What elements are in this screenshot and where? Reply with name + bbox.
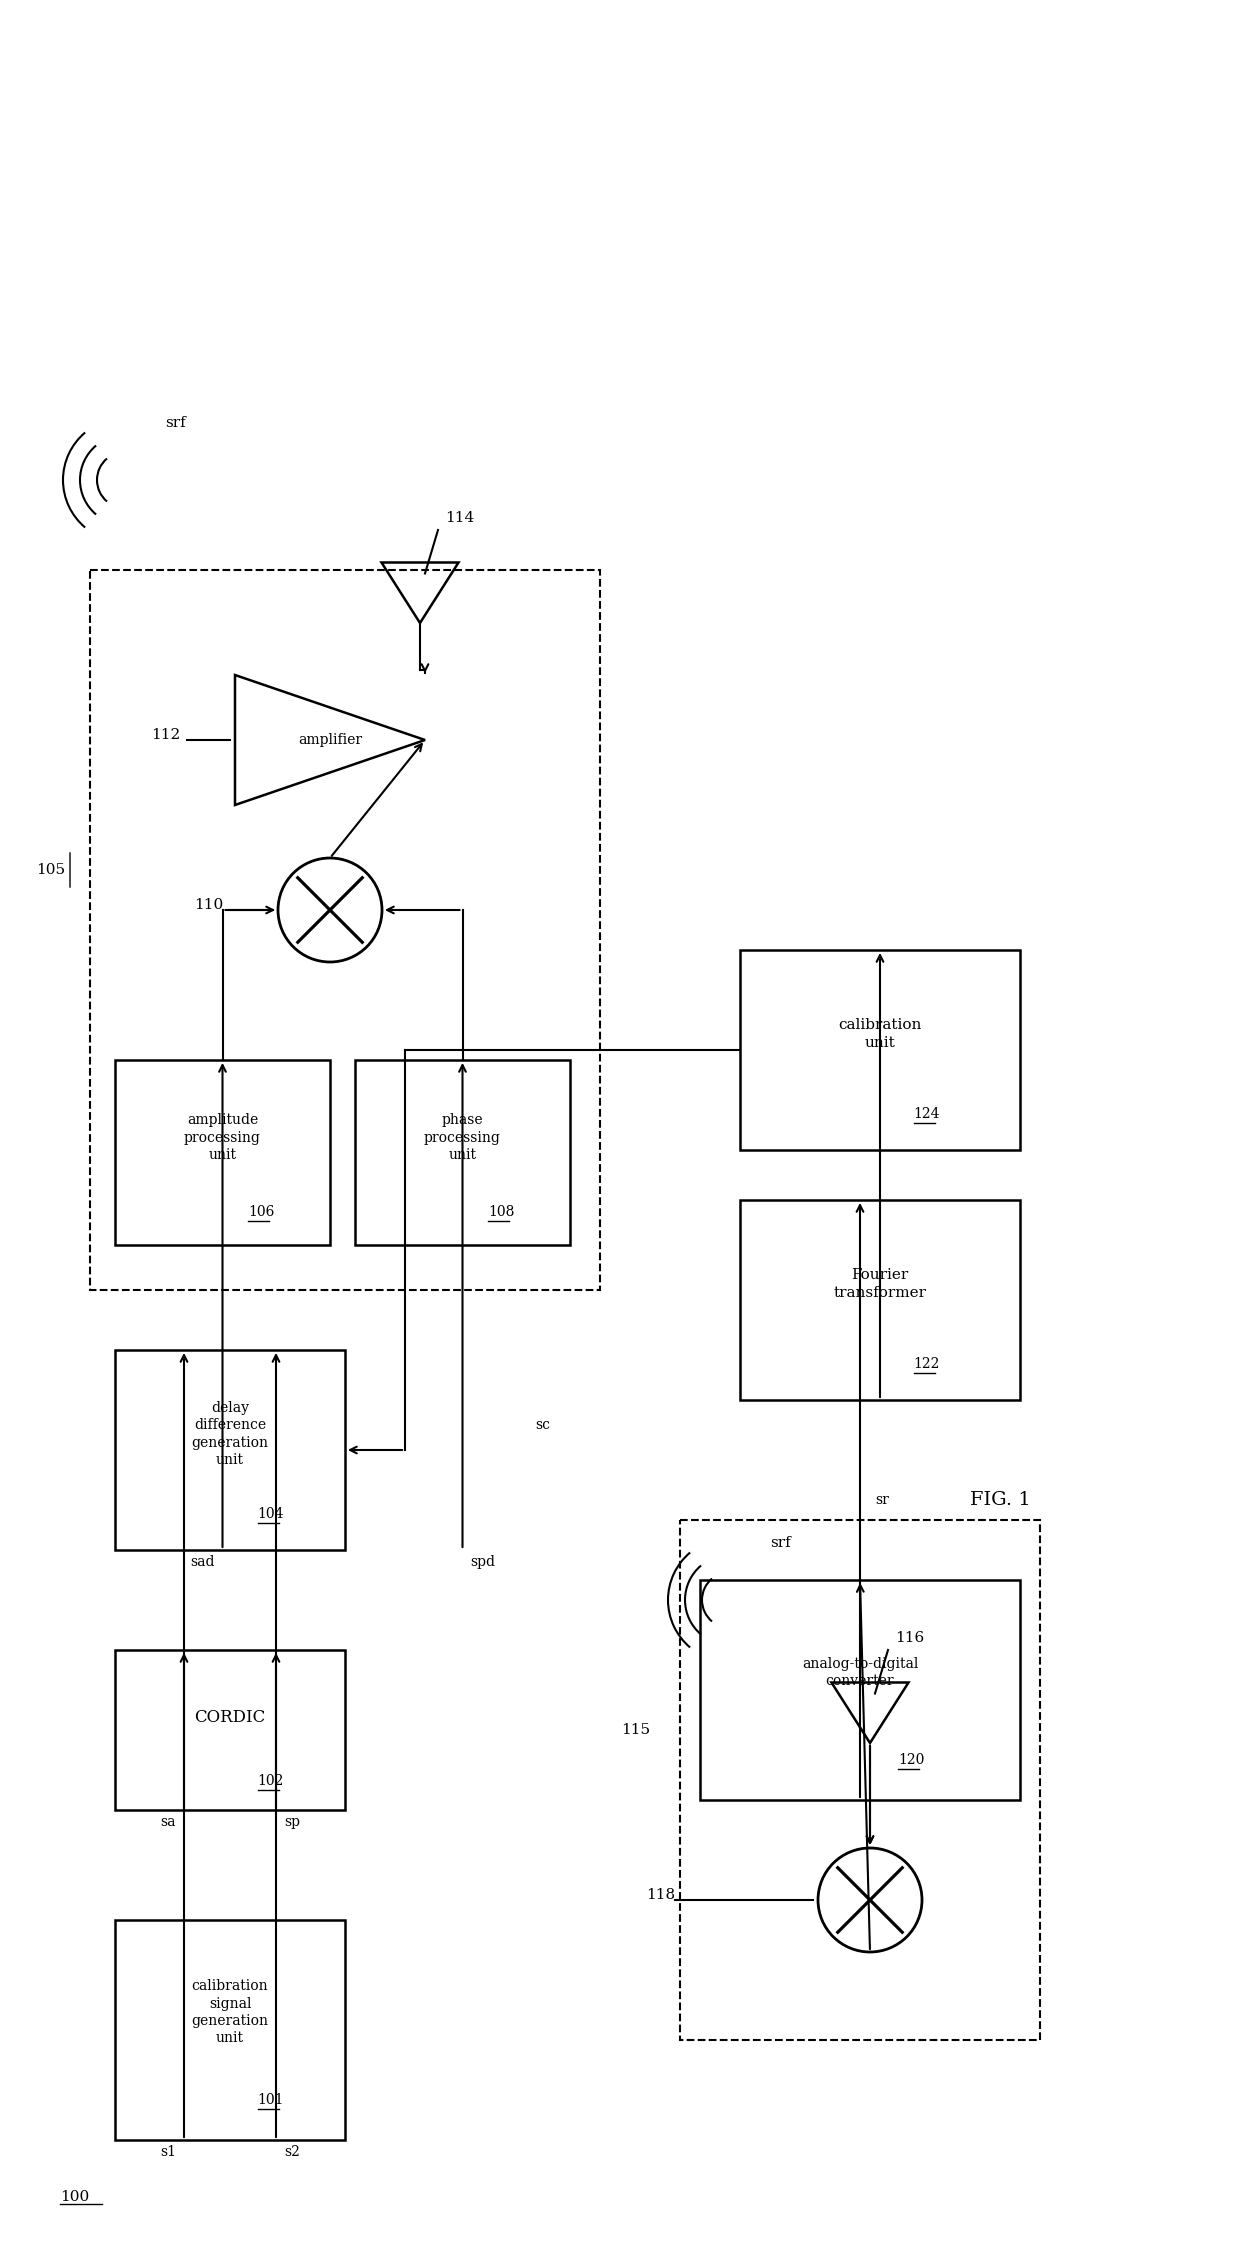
Text: s2: s2 xyxy=(284,2144,300,2160)
Bar xyxy=(115,1651,345,1810)
Bar xyxy=(740,951,1021,1151)
Text: 105: 105 xyxy=(36,864,64,877)
Bar xyxy=(115,1920,345,2140)
Bar xyxy=(115,1061,330,1245)
Text: srf: srf xyxy=(165,415,186,431)
Text: s1: s1 xyxy=(160,2144,176,2160)
Text: 102: 102 xyxy=(258,1774,284,1788)
Text: 108: 108 xyxy=(489,1204,515,1218)
Text: Fourier
transformer: Fourier transformer xyxy=(833,1267,926,1299)
Text: sc: sc xyxy=(534,1418,551,1431)
Text: 120: 120 xyxy=(899,1754,925,1767)
Text: 115: 115 xyxy=(621,1723,650,1736)
Text: analog-to-digital
converter: analog-to-digital converter xyxy=(802,1658,918,1689)
Bar xyxy=(680,1521,1040,2039)
Text: spd: spd xyxy=(470,1554,496,1570)
Text: amplifier: amplifier xyxy=(298,733,362,747)
Bar xyxy=(91,570,600,1290)
Text: CORDIC: CORDIC xyxy=(195,1709,265,1725)
Text: sp: sp xyxy=(284,1815,300,1828)
Bar xyxy=(355,1061,570,1245)
Text: 100: 100 xyxy=(60,2189,89,2205)
Text: 124: 124 xyxy=(914,1108,940,1122)
Text: 104: 104 xyxy=(258,1507,284,1521)
Text: 114: 114 xyxy=(445,511,474,525)
Text: sr: sr xyxy=(875,1494,889,1507)
Bar xyxy=(701,1579,1021,1799)
Text: calibration
unit: calibration unit xyxy=(838,1018,921,1050)
Text: 110: 110 xyxy=(193,897,223,913)
Text: phase
processing
unit: phase processing unit xyxy=(424,1113,501,1162)
Text: 116: 116 xyxy=(895,1631,924,1644)
Text: 118: 118 xyxy=(646,1889,675,1902)
Text: sa: sa xyxy=(160,1815,176,1828)
Bar xyxy=(115,1350,345,1550)
Text: calibration
signal
generation
unit: calibration signal generation unit xyxy=(191,1981,269,2046)
Text: sad: sad xyxy=(190,1554,215,1570)
Text: FIG. 1: FIG. 1 xyxy=(970,1492,1030,1510)
Bar xyxy=(740,1200,1021,1400)
Text: 122: 122 xyxy=(914,1357,940,1370)
Text: 112: 112 xyxy=(151,729,180,742)
Text: srf: srf xyxy=(770,1536,791,1550)
Text: 101: 101 xyxy=(258,2093,284,2108)
Text: 106: 106 xyxy=(248,1204,275,1218)
Text: amplitude
processing
unit: amplitude processing unit xyxy=(184,1113,260,1162)
Text: delay
difference
generation
unit: delay difference generation unit xyxy=(191,1402,269,1467)
